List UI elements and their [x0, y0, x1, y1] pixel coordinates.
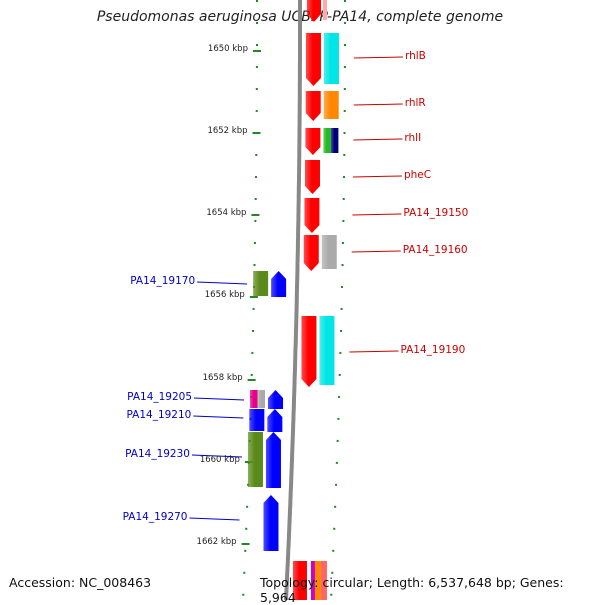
reverse-gene-arrow	[263, 495, 279, 551]
forward-gene-cog-box-top	[323, 0, 327, 20]
forward-gene-leader-line	[349, 350, 399, 353]
forward-gene-leader-line	[353, 103, 403, 106]
forward-gene-label: PA14_19150	[403, 207, 469, 219]
reverse-gene-leader-line	[194, 397, 245, 401]
scale-tick-label: 1654 kbp	[206, 208, 247, 218]
forward-gene-arrow-top	[307, 0, 321, 22]
topology-text: Topology: circular; Length: 6,537,648 bp…	[260, 575, 564, 605]
scale-tick-label: 1662 kbp	[196, 537, 237, 547]
reverse-gene-leader-line	[189, 517, 240, 521]
reverse-gene-cog-box	[253, 271, 269, 296]
scale-tick-label: 1660 kbp	[199, 455, 240, 465]
forward-gene-cog-box	[330, 128, 339, 153]
forward-gene-cog-box	[319, 316, 335, 385]
forward-gene-cog-box	[323, 128, 331, 153]
forward-gene-leader-line	[352, 213, 402, 216]
genome-backbone-line	[284, 0, 302, 600]
forward-gene-leader-line	[353, 56, 403, 59]
reverse-gene-label: PA14_19170	[130, 275, 196, 287]
reverse-gene-arrow	[265, 432, 281, 488]
reverse-gene-leader-line	[191, 454, 242, 458]
scale-tick-label: 1652 kbp	[207, 126, 248, 136]
forward-gene-arrow	[304, 160, 320, 194]
reverse-gene-cog-box	[247, 432, 263, 487]
forward-gene-arrow	[305, 128, 321, 155]
reverse-gene-arrow	[267, 409, 283, 432]
forward-gene-label: PA14_19190	[400, 344, 466, 356]
scale-tick-label: 1656 kbp	[204, 290, 245, 300]
scale-tick-label: 1650 kbp	[207, 44, 248, 54]
forward-gene-arrow	[301, 316, 317, 387]
forward-gene-label: PA14_19160	[402, 244, 468, 256]
scale-tick-label: 1658 kbp	[202, 373, 243, 383]
reverse-gene-label: PA14_19230	[125, 448, 190, 460]
forward-gene-arrow	[305, 91, 321, 121]
forward-track-guide	[330, 0, 346, 600]
reverse-gene-label: PA14_19270	[122, 511, 188, 523]
forward-gene-leader-line	[352, 175, 403, 178]
forward-gene-leader-line	[351, 250, 401, 253]
forward-gene-label: pheC	[403, 169, 432, 181]
forward-gene-label: rhlI	[404, 132, 422, 144]
reverse-gene-arrow	[268, 390, 284, 409]
accession-text: Accession: NC_008463	[9, 575, 152, 590]
forward-gene-arrow-bottom	[292, 561, 307, 600]
forward-gene-cog-box-bottom	[320, 561, 327, 600]
reverse-gene-leader-line	[197, 281, 248, 285]
forward-gene-arrow	[304, 198, 320, 233]
reverse-gene-leader-line	[193, 415, 244, 419]
reverse-gene-label: PA14_19205	[127, 391, 193, 403]
forward-gene-leader-line	[353, 138, 403, 141]
forward-gene-cog-box-bottom	[314, 561, 321, 600]
reverse-track-guide	[242, 0, 258, 600]
reverse-gene-cog-box	[250, 390, 258, 408]
forward-gene-label: rhlB	[404, 50, 426, 62]
reverse-gene-label: PA14_19210	[126, 409, 192, 421]
reverse-gene-cog-box	[257, 390, 266, 408]
forward-gene-arrow	[303, 235, 319, 271]
forward-gene-arrow	[305, 33, 321, 86]
reverse-gene-arrow	[271, 271, 287, 297]
forward-gene-cog-box-bottom	[310, 561, 315, 600]
forward-gene-cog-box	[323, 91, 339, 119]
reverse-gene-cog-box	[249, 409, 265, 431]
forward-gene-cog-box	[323, 33, 339, 84]
forward-gene-label: rhlR	[404, 97, 426, 109]
forward-gene-cog-box	[321, 235, 337, 269]
